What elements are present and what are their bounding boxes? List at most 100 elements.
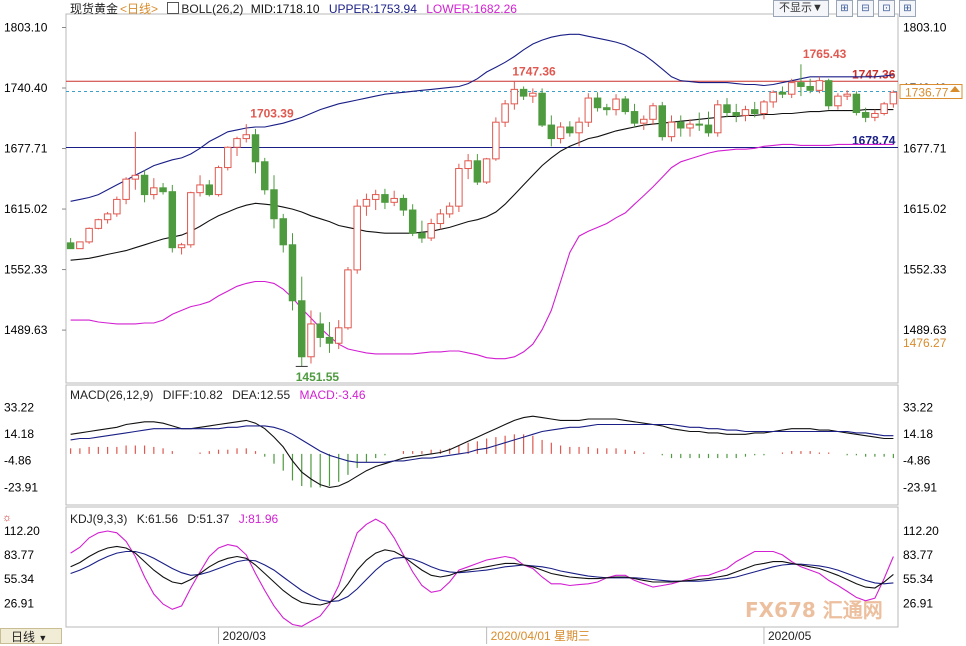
macd-diff: DIFF:10.82 [162,388,223,402]
boll-upper-line [70,33,894,202]
macd-panel-frame [65,384,899,506]
candle-body [778,91,787,95]
candle-body [575,121,583,134]
macd-axis-tick-left: 14.18 [4,427,34,441]
macd-axis-tick-right: -4.86 [903,454,931,468]
kdj-panel-frame [65,506,899,628]
hide-indicator-button[interactable]: 不显示▼ [773,0,829,17]
candle-body [76,241,84,250]
candle-body [630,111,639,124]
macd-diff-line [70,415,894,488]
candle-body [732,112,740,116]
annotation-high1: 1703.39 [250,107,294,121]
price-axis-tick-right: 1803.10 [903,20,947,34]
candle-body [787,82,796,95]
candle-body [501,103,509,123]
candle-body [760,101,768,114]
date-label: 2020/05 [768,629,812,643]
kdj-axis-tick-left: 112.20 [4,524,40,538]
kdj-k: K:61.56 [136,512,179,526]
annotation-high2: 1747.36 [512,64,556,78]
candle-body [168,191,177,249]
candle-body [492,121,500,160]
resistance-label: 1747.36 [852,67,896,81]
kdj-label: KDJ(9,3,3) [70,512,128,526]
kdj-k-line [70,545,894,606]
kdj-axis-tick-right: 55.34 [903,572,933,586]
last-price-label: 1736.77 [905,86,949,100]
zoom-out-icon[interactable]: ⊟ [857,0,874,17]
window-icon[interactable]: ⊞ [899,0,916,17]
kdj-j-line [70,518,894,627]
kdj-axis-tick-left: 26.91 [4,596,34,610]
candle-body [159,187,167,193]
candle-body [815,80,824,91]
candle-body [353,205,361,271]
support-label: 1678.74 [852,134,896,148]
candle-body [270,189,278,220]
price-axis-tick-right: 1615.02 [903,202,947,216]
candle-body [214,167,223,196]
candle-body [381,194,389,203]
kdj-axis-tick-left: 83.77 [4,548,34,562]
kdj-axis-tick-right: 112.20 [903,524,939,538]
boll-icon [167,2,180,14]
kdj-d-line [70,550,894,603]
fit-icon[interactable]: ⊡ [878,0,895,17]
macd-axis-tick-right: 33.22 [903,400,933,414]
price-axis-tick-left: 1489.63 [4,323,48,337]
candle-body [187,192,195,246]
price-axis-tick-left: 1552.33 [4,263,48,277]
settings-icon[interactable]: ☼ [2,512,13,524]
candle-body [658,105,667,138]
kdj-axis-tick-left: 55.34 [4,572,34,586]
candle-body [85,227,93,243]
candle-body [464,160,472,170]
last-price-box [899,84,963,100]
price-panel-frame [65,13,899,384]
candle-body [66,242,75,250]
candle-body [750,109,759,114]
boll-lower: LOWER:1682.26 [426,2,517,16]
candle-body [510,88,519,105]
candle-body [94,219,103,229]
price-axis-tick-left: 1677.71 [4,142,48,156]
candle-body [196,184,204,194]
candle-body [556,126,565,140]
candle-body [584,97,593,123]
candle-body [713,104,722,134]
candle-body [325,336,334,344]
boll-upper: UPPER:1753.94 [328,2,417,16]
candle-body [103,213,112,221]
macd-axis-tick-left: -23.91 [4,480,38,494]
candle-body [427,223,435,239]
candle-body [834,95,842,107]
macd-panel-header: MACD(26,12,9) DIFF:10.82 DEA:12.55 MACD:… [70,387,372,403]
candle-body [593,97,602,109]
boll-mid: MID:1718.10 [250,2,320,16]
candle-body [261,161,269,191]
kdj-d: D:51.37 [187,512,230,526]
candle-body [408,209,417,234]
candle-body [695,123,703,126]
candle-body [566,126,574,134]
candle-body [704,124,713,134]
price-axis-tick-right: 1489.63 [903,323,947,337]
candle-body [538,92,546,126]
zoom-in-icon[interactable]: ⊞ [836,0,853,17]
annotation-low1: 1451.55 [296,370,340,384]
candle-body [344,269,352,329]
candle-body [529,92,537,97]
candle-body [482,158,491,183]
candle-body [279,218,287,246]
macd-dea: DEA:12.55 [232,388,291,402]
price-axis-tick-right: 1552.33 [903,263,947,277]
period-label: <日线> [120,2,159,16]
low-tag-label: 1476.27 [903,336,947,350]
candle-body [334,327,343,344]
candle-body [131,174,140,180]
macd-value: MACD:-3.46 [299,388,366,402]
candle-body [445,205,454,215]
period-button[interactable]: 日线 ▼ [0,628,62,644]
